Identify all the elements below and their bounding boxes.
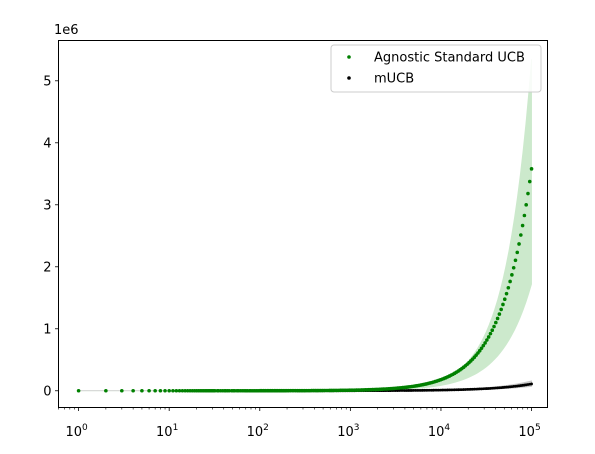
y-tick-label-5: 5 <box>43 74 51 89</box>
x-tick-label-3: 103 <box>337 423 359 440</box>
data-point-series-1-208 <box>530 382 533 386</box>
data-point-series-0-190 <box>497 312 502 316</box>
data-point-series-0-6 <box>153 388 157 393</box>
data-point-series-0-199 <box>513 258 518 263</box>
data-point-series-0-180 <box>479 346 484 351</box>
data-point-series-0-202 <box>519 233 523 237</box>
data-point-series-0-204 <box>522 213 527 218</box>
y-offset-label: 1e6 <box>54 23 79 38</box>
data-point-series-0-195 <box>506 285 511 290</box>
data-point-series-0-186 <box>490 328 495 333</box>
data-point-series-0-5 <box>147 388 151 393</box>
data-point-series-0-208 <box>529 167 534 171</box>
data-point-series-0-187 <box>492 324 496 329</box>
x-tick-label-2: 102 <box>247 423 269 440</box>
data-point-series-0-197 <box>510 273 514 277</box>
data-point-series-0-1 <box>104 388 108 393</box>
data-point-series-0-192 <box>501 302 505 307</box>
data-point-series-0-181 <box>481 343 486 348</box>
legend-label-0: Agnostic Standard UCB <box>374 51 525 66</box>
legend-marker-1 <box>347 76 351 80</box>
data-point-series-0-183 <box>485 338 489 342</box>
data-point-series-0-13 <box>180 388 185 393</box>
data-point-series-0-4 <box>140 388 144 393</box>
data-points <box>76 167 534 393</box>
y-tick-label-1: 1 <box>43 322 51 337</box>
y-tick-label-4: 4 <box>43 136 51 151</box>
x-tick-label-0: 100 <box>65 423 88 440</box>
y-tick-label-2: 2 <box>43 260 51 275</box>
data-point-series-0-188 <box>494 320 498 325</box>
data-point-series-0-203 <box>520 223 525 228</box>
legend-marker-0 <box>347 55 351 59</box>
legend-box <box>330 44 542 93</box>
data-point-series-0-0 <box>76 388 81 393</box>
band-series-0 <box>78 59 532 392</box>
data-point-series-0-189 <box>495 316 500 321</box>
data-point-series-0-185 <box>488 331 493 336</box>
data-point-series-0-205 <box>524 203 528 207</box>
data-point-series-0-8 <box>163 388 167 393</box>
data-point-series-0-196 <box>508 279 512 284</box>
data-point-series-0-10 <box>171 388 175 393</box>
legend: Agnostic Standard UCB mUCB <box>330 44 542 93</box>
data-point-series-0-193 <box>502 297 507 302</box>
data-point-series-0-12 <box>177 388 182 393</box>
data-point-series-0-9 <box>167 388 171 393</box>
data-point-series-0-2 <box>120 388 124 393</box>
data-point-series-0-184 <box>486 335 491 339</box>
data-point-series-0-191 <box>499 307 503 312</box>
data-point-series-0-200 <box>515 250 520 255</box>
data-point-series-0-207 <box>527 179 532 184</box>
y-axis: 0 1 2 3 4 5 <box>43 74 59 399</box>
data-point-series-0-39 <box>227 388 232 393</box>
data-point-series-0-14 <box>183 388 187 393</box>
plot-frame <box>58 40 548 408</box>
x-tick-label-1: 101 <box>156 423 178 440</box>
y-tick-label-0: 0 <box>43 384 51 399</box>
data-point-series-0-3 <box>131 388 135 393</box>
legend-label-1: mUCB <box>374 72 414 87</box>
x-axis: 100 101 102 103 104 105 <box>58 407 541 440</box>
x-tick-label-5: 105 <box>518 423 540 440</box>
data-point-series-0-198 <box>511 265 516 270</box>
data-point-series-0-194 <box>504 291 509 296</box>
data-point-series-0-206 <box>526 191 530 196</box>
data-point-series-0-182 <box>483 341 487 345</box>
data-point-series-0-201 <box>517 242 521 246</box>
data-point-series-0-11 <box>174 388 179 393</box>
data-point-series-0-7 <box>158 388 163 393</box>
y-tick-label-3: 3 <box>43 198 51 213</box>
confidence-bands <box>78 59 532 392</box>
x-tick-label-4: 104 <box>428 423 451 440</box>
